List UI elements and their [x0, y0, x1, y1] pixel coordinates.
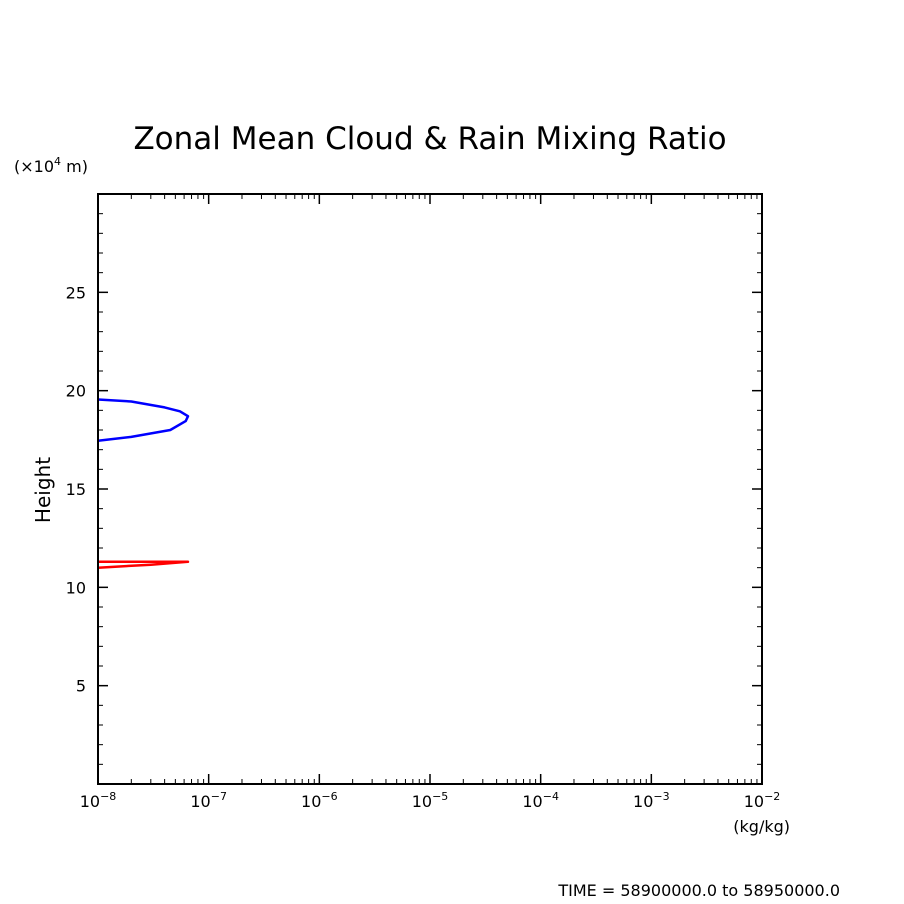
series-line-0 — [97, 398, 190, 443]
y-axis-unit: (×104 m) — [14, 155, 88, 176]
y-tick-label: 20 — [66, 382, 86, 401]
x-tick-label: 10−4 — [522, 790, 559, 811]
plot-frame — [97, 193, 763, 785]
series-line-1 — [97, 560, 190, 569]
x-tick-label: 10−5 — [412, 790, 449, 811]
y-axis-label: Height — [31, 457, 55, 523]
tick-labels: 10−8 10−7 10−6 10−5 10−4 10−3 10−2 5 10 15 20 25 — [66, 283, 781, 811]
x-tick-label: 10−6 — [301, 790, 338, 811]
time-footer: TIME = 58900000.0 to 58950000.0 — [557, 881, 840, 900]
x-tick-label: 10−7 — [190, 790, 227, 811]
y-tick-label: 15 — [66, 480, 86, 499]
x-tick-label: 10−3 — [633, 790, 670, 811]
x-tick-label: 10−8 — [80, 790, 117, 811]
y-tick-label: 10 — [66, 578, 86, 597]
x-tick-label: 10−2 — [744, 790, 781, 811]
x-axis-unit: (kg/kg) — [733, 817, 790, 836]
y-tick-label: 5 — [76, 677, 86, 696]
y-tick-label: 25 — [66, 283, 86, 302]
axis-ticks — [97, 193, 763, 785]
chart-title: Zonal Mean Cloud & Rain Mixing Ratio — [133, 121, 726, 157]
series-layer — [97, 398, 190, 569]
